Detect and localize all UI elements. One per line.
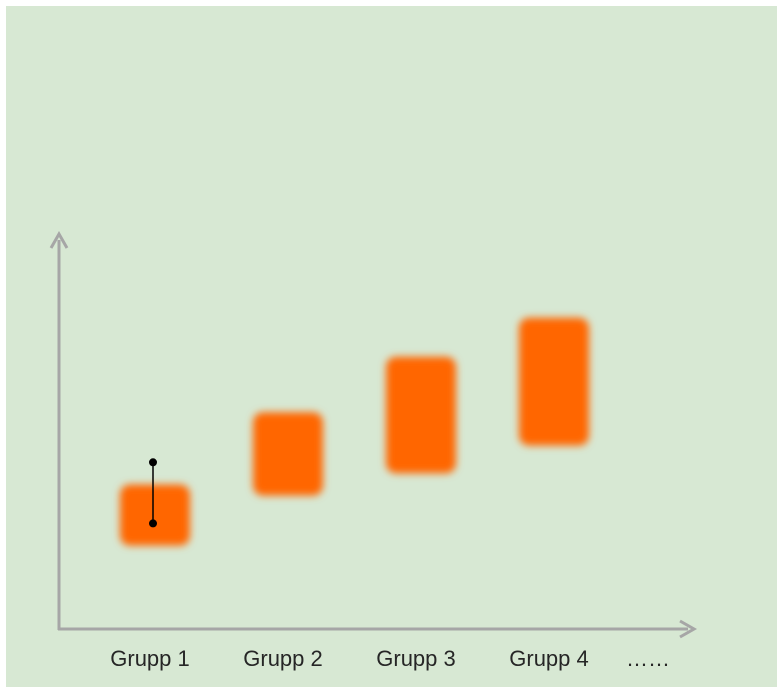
x-axis-arrowhead xyxy=(679,619,698,639)
range-bar-2 xyxy=(253,412,323,496)
category-label-2: Grupp 2 xyxy=(243,646,323,671)
category-labels: Grupp 1 Grupp 2 Grupp 3 Grupp 4 …… xyxy=(110,646,670,671)
chart-background xyxy=(6,6,777,687)
range-bar-1 xyxy=(120,484,190,546)
category-label-3: Grupp 3 xyxy=(376,646,456,671)
error-bar-group xyxy=(149,458,157,528)
error-bar-top-point xyxy=(149,458,157,467)
error-bar-bottom-point xyxy=(149,519,157,528)
y-axis-arrowhead xyxy=(49,230,69,249)
range-bar-3 xyxy=(386,356,456,474)
category-label-1: Grupp 1 xyxy=(110,646,190,671)
range-bar-4 xyxy=(519,317,589,446)
category-label-4: Grupp 4 xyxy=(509,646,589,671)
range-bars xyxy=(120,317,589,546)
axes xyxy=(49,230,698,639)
more-categories-label: …… xyxy=(626,646,670,671)
